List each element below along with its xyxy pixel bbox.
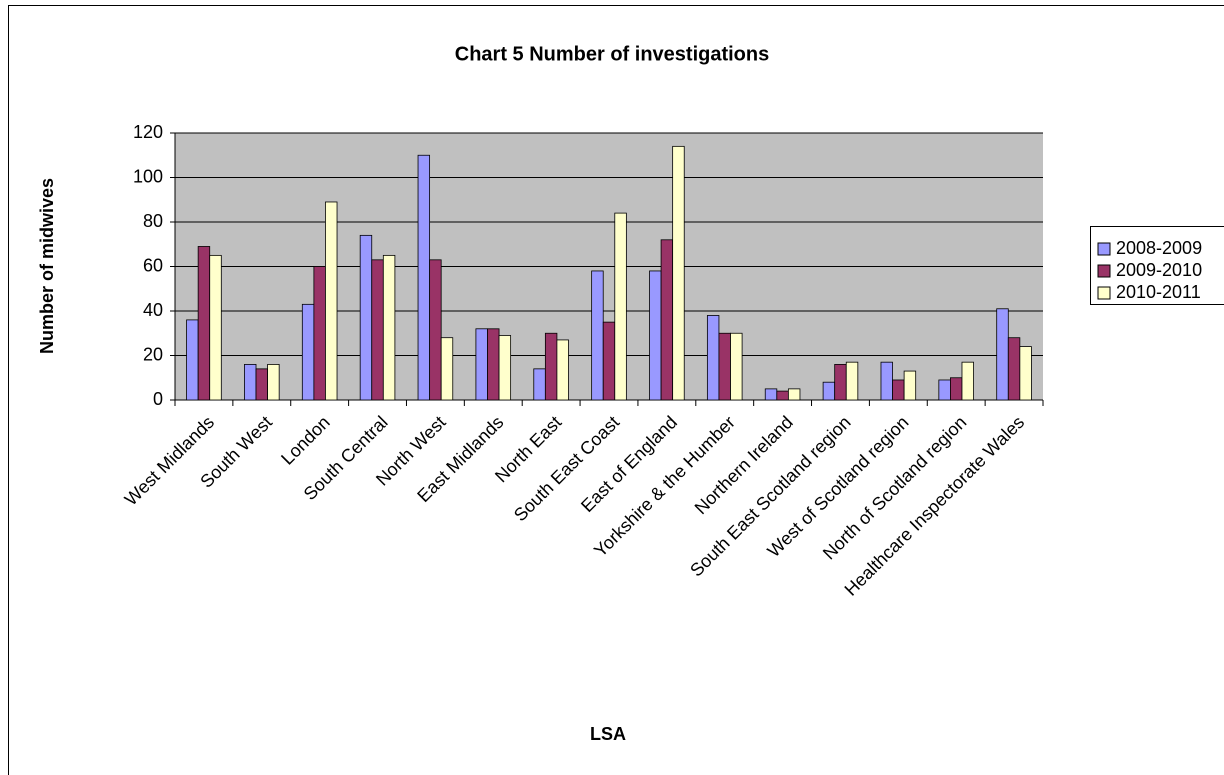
bar (1019, 346, 1032, 401)
y-tick-label: 40 (143, 300, 163, 320)
bar (706, 315, 720, 401)
bar (186, 319, 199, 401)
y-tick-label: 100 (133, 166, 163, 186)
x-axis-title: LSA (590, 724, 626, 744)
bar (544, 332, 558, 401)
bar (614, 212, 627, 401)
legend-label: 2009-2010 (1116, 260, 1202, 280)
bar (533, 368, 546, 401)
bar (591, 270, 604, 401)
legend-label: 2010-2011 (1116, 282, 1201, 302)
bar (822, 381, 836, 401)
bar (429, 259, 442, 401)
bar (1007, 337, 1021, 401)
bar (938, 379, 951, 401)
bar (197, 246, 211, 401)
bar (417, 154, 431, 401)
bar (764, 388, 778, 401)
bar (556, 339, 569, 401)
bar (660, 239, 674, 401)
y-tick-label: 60 (143, 255, 163, 275)
bar (301, 303, 315, 401)
bar (903, 370, 917, 401)
y-tick-label: 120 (133, 122, 163, 142)
bar (718, 332, 731, 401)
bar (834, 363, 847, 401)
legend-swatch (1097, 264, 1111, 278)
bar (498, 335, 512, 401)
bar (787, 388, 801, 401)
y-tick-label: 80 (143, 211, 163, 231)
bar (267, 363, 280, 401)
bar (209, 254, 222, 401)
bar (996, 308, 1009, 401)
bar (602, 321, 616, 401)
bar (475, 328, 488, 401)
bar (359, 234, 373, 401)
y-tick-label: 0 (153, 389, 163, 409)
bar (649, 270, 662, 401)
bar (487, 328, 500, 401)
y-tick-label: 20 (143, 344, 163, 364)
bar (371, 259, 384, 401)
bar (892, 379, 905, 401)
bar (950, 377, 963, 401)
bar (880, 361, 893, 401)
bar (325, 201, 338, 401)
bar (845, 361, 859, 401)
bar (776, 390, 789, 401)
bar (382, 254, 396, 401)
bar (440, 337, 454, 401)
bar (255, 368, 268, 401)
bar (313, 266, 326, 401)
y-axis-title: Number of midwives (37, 178, 57, 354)
bar (672, 145, 685, 401)
bar (961, 361, 974, 401)
legend-label: 2008-2009 (1116, 238, 1202, 258)
legend-swatch (1097, 286, 1111, 300)
chart-title: Chart 5 Number of investigations (455, 43, 770, 65)
bar (244, 363, 257, 401)
legend-box (1090, 226, 1224, 305)
bar (730, 332, 743, 401)
legend-swatch (1097, 242, 1111, 256)
